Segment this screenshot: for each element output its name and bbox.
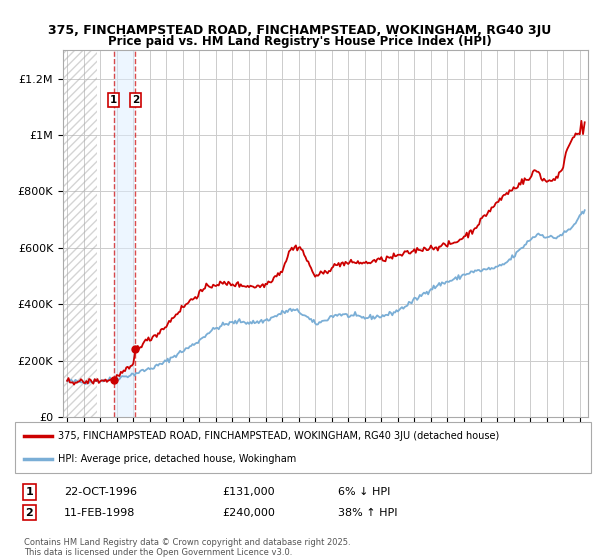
Text: 38% ↑ HPI: 38% ↑ HPI bbox=[338, 507, 397, 517]
Text: HPI: Average price, detached house, Wokingham: HPI: Average price, detached house, Woki… bbox=[58, 454, 296, 464]
Text: 375, FINCHAMPSTEAD ROAD, FINCHAMPSTEAD, WOKINGHAM, RG40 3JU: 375, FINCHAMPSTEAD ROAD, FINCHAMPSTEAD, … bbox=[49, 24, 551, 36]
Text: 2: 2 bbox=[26, 507, 33, 517]
Bar bbox=[113, 50, 135, 417]
Text: £131,000: £131,000 bbox=[223, 487, 275, 497]
FancyBboxPatch shape bbox=[15, 422, 591, 473]
Text: 375, FINCHAMPSTEAD ROAD, FINCHAMPSTEAD, WOKINGHAM, RG40 3JU (detached house): 375, FINCHAMPSTEAD ROAD, FINCHAMPSTEAD, … bbox=[58, 431, 499, 441]
Text: Contains HM Land Registry data © Crown copyright and database right 2025.
This d: Contains HM Land Registry data © Crown c… bbox=[23, 538, 350, 557]
Bar bbox=[63, 50, 97, 417]
Text: 1: 1 bbox=[110, 95, 117, 105]
Text: 2: 2 bbox=[131, 95, 139, 105]
Text: 1: 1 bbox=[26, 487, 33, 497]
Text: Price paid vs. HM Land Registry's House Price Index (HPI): Price paid vs. HM Land Registry's House … bbox=[108, 35, 492, 48]
Text: 6% ↓ HPI: 6% ↓ HPI bbox=[338, 487, 390, 497]
Text: £240,000: £240,000 bbox=[223, 507, 275, 517]
Text: 11-FEB-1998: 11-FEB-1998 bbox=[64, 507, 136, 517]
Text: 22-OCT-1996: 22-OCT-1996 bbox=[64, 487, 137, 497]
